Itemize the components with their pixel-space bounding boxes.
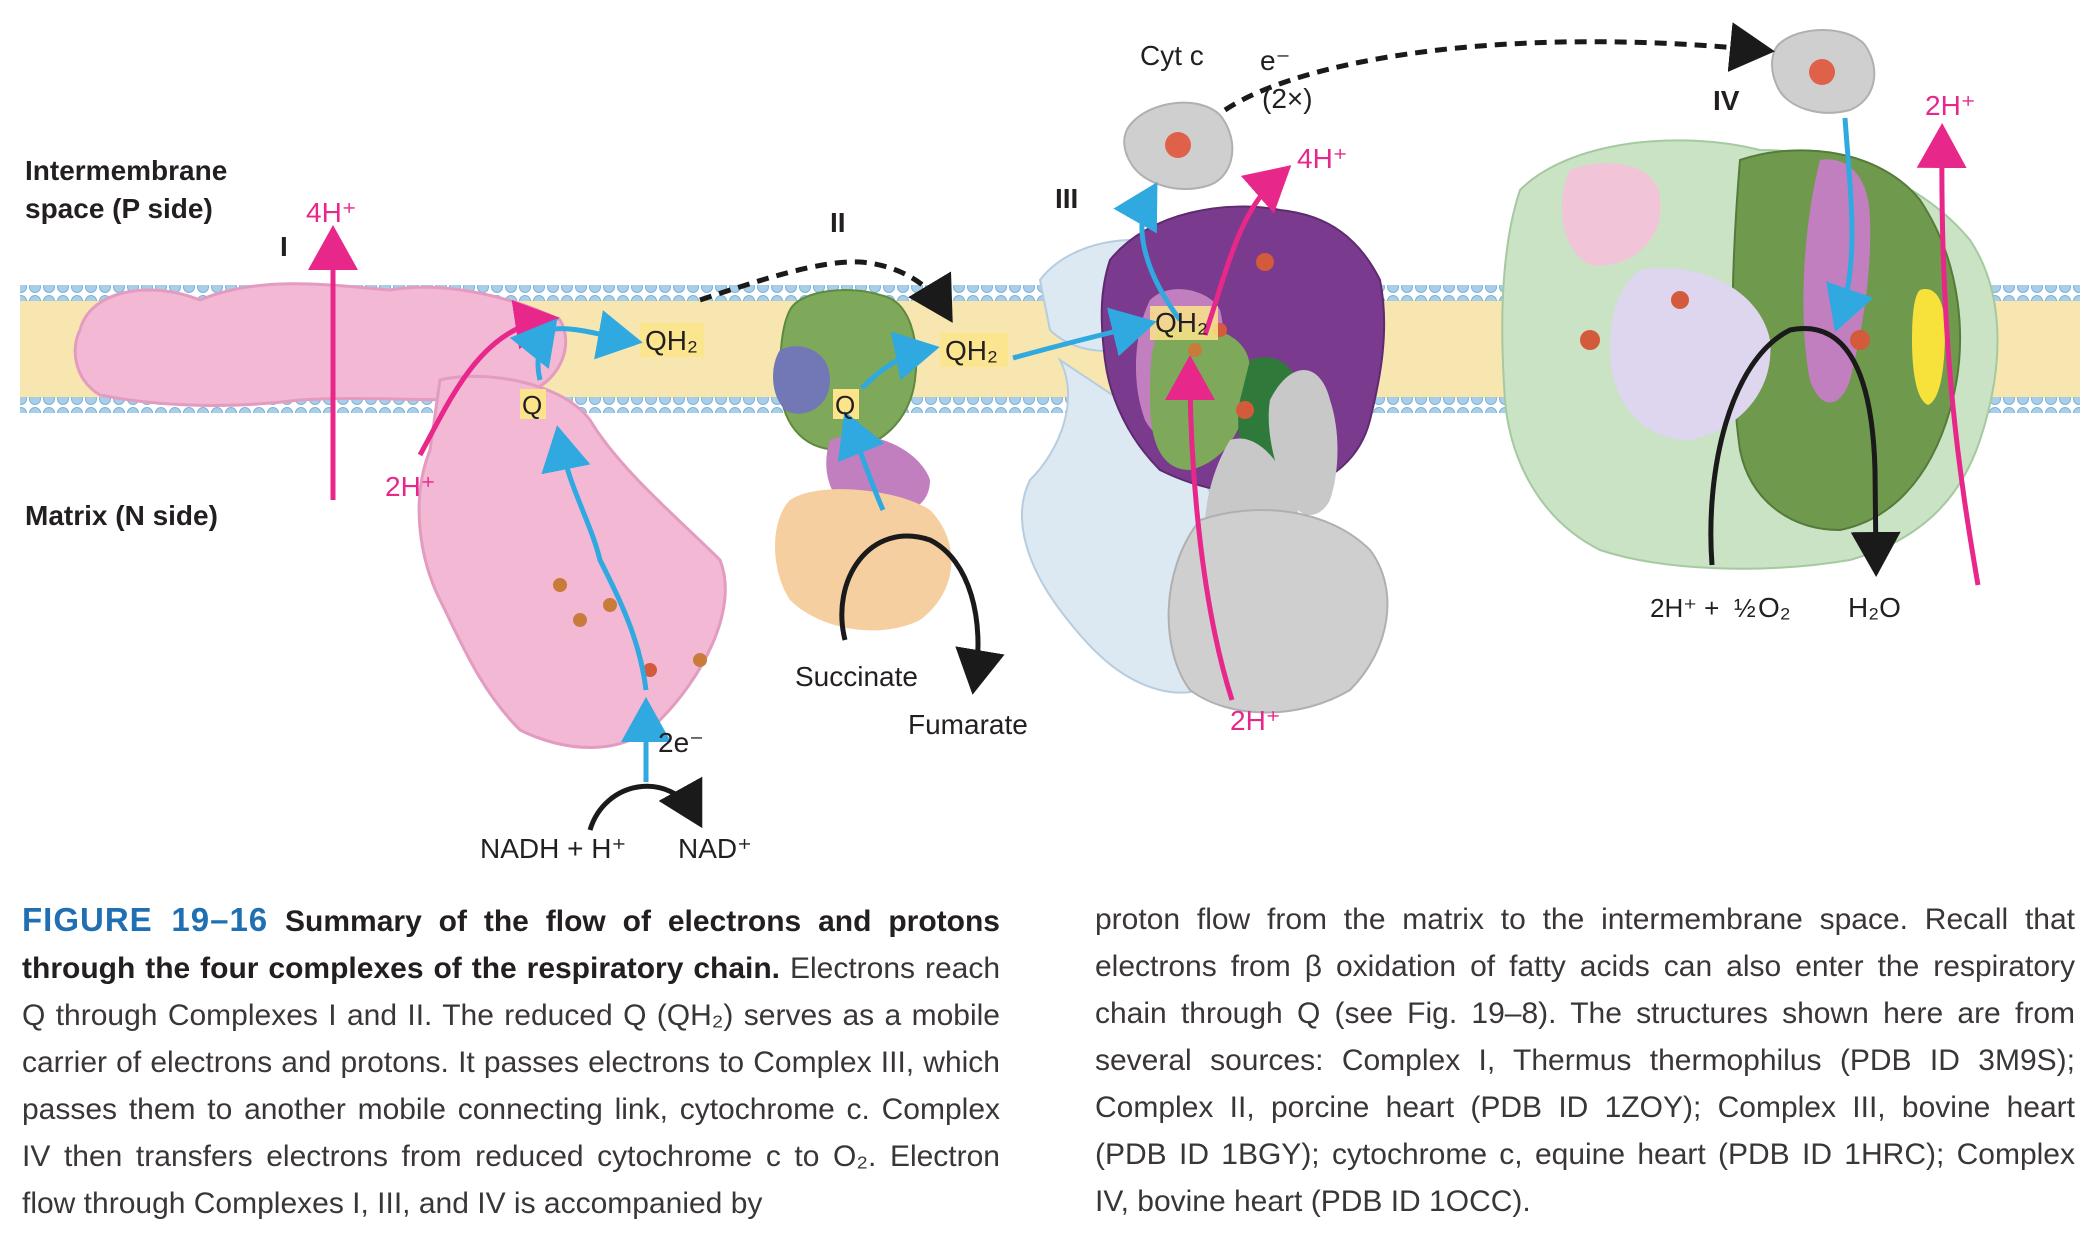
complex-I-structure <box>73 282 727 749</box>
electron-arrows <box>509 117 1874 782</box>
label-h2o: H₂O <box>1848 592 1901 623</box>
label-o2: O₂ <box>1758 592 1791 623</box>
electron-arrow-II-qh2 <box>860 331 940 390</box>
electron-arrow-IV <box>1826 117 1874 333</box>
proton-arrow-III-up <box>1165 355 1235 701</box>
caption-right-column: proton flow from the matrix to the inter… <box>1095 896 2075 1225</box>
nadh-arrow <box>587 776 703 831</box>
proton-arrow-IV <box>1916 123 1981 586</box>
electron-arrow-I-path <box>541 425 649 691</box>
figure-number: FIGURE 19–16 <box>22 901 269 938</box>
cytochrome-c-structure-2 <box>1771 29 1876 114</box>
q-box-I <box>520 389 546 419</box>
label-nadh: NADH + H⁺ <box>480 833 626 864</box>
caption-right-text: proton flow from the matrix to the inter… <box>1095 903 2075 1218</box>
label-nad: NAD⁺ <box>678 833 752 864</box>
respiratory-chain-figure: Intermembrane space (P side) Matrix (N s… <box>20 22 2080 864</box>
electron-arrow-II-path <box>837 411 886 511</box>
black-arrows <box>587 22 1901 831</box>
label-intermembrane-line2: space (P side) <box>25 193 213 224</box>
label-q-I: Q <box>522 390 542 420</box>
label-qh2-III: QH₂ <box>1155 307 1208 338</box>
dashed-arrow-cytc <box>1223 22 1775 113</box>
label-complex-III: III <box>1055 183 1078 214</box>
electron-arrow-III-cytc <box>1113 181 1183 322</box>
label-complex-II: II <box>830 207 846 238</box>
label-2h-III: 2H⁺ <box>1230 705 1281 736</box>
oxygen-arrow <box>1708 326 1901 577</box>
qh2-box-II <box>940 333 1008 367</box>
label-2h-IV-bottom: 2H⁺ + <box>1650 593 1719 623</box>
label-fumarate: Fumarate <box>908 709 1028 740</box>
label-2h-IV-top: 2H⁺ <box>1925 90 1976 121</box>
qh2-box-I <box>640 323 704 357</box>
label-complex-I: I <box>280 231 288 262</box>
complex-IV-structure <box>1501 139 1999 570</box>
label-qh2-II: QH₂ <box>945 335 998 366</box>
electron-arrow-I-up <box>509 318 558 381</box>
caption-left-column: FIGURE 19–16 Summary of the flow of elec… <box>22 896 1000 1227</box>
label-qh2-I: QH₂ <box>645 325 698 356</box>
label-2e: 2e⁻ <box>658 727 704 758</box>
label-4h-I: 4H⁺ <box>306 197 357 228</box>
label-half: ½ <box>1734 593 1756 623</box>
succinate-arrow <box>839 533 1005 695</box>
cytochrome-c-structure <box>1123 101 1234 190</box>
caption-left-text: Electrons reach Q through Complexes I an… <box>22 952 1001 1220</box>
proton-arrow-III-out <box>1202 165 1292 336</box>
label-4h-III: 4H⁺ <box>1297 143 1348 174</box>
label-matrix: Matrix (N side) <box>25 500 218 531</box>
electron-arrow-I-qh2 <box>547 310 643 360</box>
label-2h-I: 2H⁺ <box>385 471 436 502</box>
label-e-minus: e⁻ <box>1260 45 1290 76</box>
figure-title: Summary of the flow of electrons and pro… <box>22 905 1000 985</box>
label-succinate: Succinate <box>795 661 918 692</box>
complex-III-structure <box>1021 205 1389 714</box>
dashed-arrow-I-II <box>699 259 953 323</box>
label-complex-IV: IV <box>1713 85 1740 116</box>
label-2x: (2×) <box>1262 83 1313 114</box>
label-intermembrane-line1: Intermembrane <box>25 155 227 186</box>
electron-arrow-II-III <box>1012 307 1157 361</box>
label-cytc: Cyt c <box>1140 40 1204 71</box>
label-q-II: Q <box>835 390 855 420</box>
figure-labels: Intermembrane space (P side) Matrix (N s… <box>25 40 1976 864</box>
